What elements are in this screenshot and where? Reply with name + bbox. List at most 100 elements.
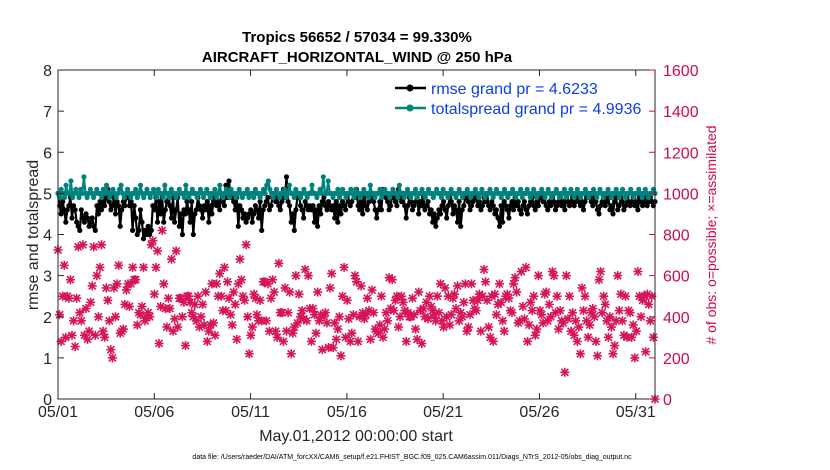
totalspread-point xyxy=(189,186,195,192)
totalspread-point xyxy=(194,194,200,201)
obs-assimilated-point xyxy=(510,273,520,283)
obs-assimilated-point xyxy=(131,275,141,285)
x-tick-label: 05/26 xyxy=(519,404,559,421)
obs-assimilated-point xyxy=(383,316,393,326)
rmse-point xyxy=(315,223,321,229)
rmse-point xyxy=(176,223,182,229)
rmse-point xyxy=(386,207,392,213)
totalspread-point xyxy=(349,190,356,196)
rmse-point xyxy=(619,199,626,205)
obs-assimilated-point xyxy=(563,314,573,324)
totalspread-point xyxy=(286,182,292,188)
obs-assimilated-point xyxy=(401,336,411,346)
obs-assimilated-point xyxy=(552,291,562,301)
y-axis-label-right: # of obs: o=possible; ×=assimilated xyxy=(703,125,719,344)
obs-assimilated-point xyxy=(555,306,565,316)
rmse-point xyxy=(220,199,226,205)
obs-assimilated-point xyxy=(100,332,110,342)
rmse-point xyxy=(168,215,175,221)
obs-assimilated-point xyxy=(215,269,225,279)
obs-assimilated-point xyxy=(467,279,477,289)
rmse-point xyxy=(551,199,557,205)
rmse-point xyxy=(283,174,290,180)
obs-assimilated-point xyxy=(107,353,117,363)
rmse-point xyxy=(496,223,503,229)
rmse-point xyxy=(277,207,283,213)
rmse-point xyxy=(77,227,83,233)
totalspread-point xyxy=(214,194,220,201)
totalspread-point xyxy=(534,194,540,201)
obs-assimilated-point xyxy=(572,336,582,346)
rmse-point xyxy=(510,207,517,213)
rmse-point xyxy=(147,231,153,238)
rmse-point xyxy=(364,207,370,213)
x-tick-label: 05/11 xyxy=(231,404,270,421)
y-tick-label-left: 4 xyxy=(43,228,52,245)
obs-assimilated-point xyxy=(157,225,167,235)
rmse-point xyxy=(248,207,254,213)
rmse-point xyxy=(514,203,520,209)
y-tick-label-left: 6 xyxy=(43,145,52,162)
rmse-point xyxy=(566,203,573,209)
totalspread-point xyxy=(395,194,401,201)
rmse-point xyxy=(629,199,635,205)
rmse-point xyxy=(288,219,294,225)
y-tick-label-right: 1000 xyxy=(663,186,699,203)
rmse-point xyxy=(75,223,81,229)
rmse-point xyxy=(161,219,167,225)
rmse-point xyxy=(366,199,372,205)
obs-assimilated-point xyxy=(568,308,578,318)
obs-assimilated-point xyxy=(236,275,246,285)
obs-assimilated-point xyxy=(226,310,236,320)
totalspread-point xyxy=(468,194,474,201)
obs-assimilated-point xyxy=(291,271,301,281)
rmse-point xyxy=(330,203,336,209)
rmse-point xyxy=(433,223,439,229)
obs-assimilated-point xyxy=(90,330,100,340)
obs-assimilated-point xyxy=(564,291,574,301)
rmse-point xyxy=(189,199,195,205)
obs-assimilated-point xyxy=(387,275,397,285)
rmse-point xyxy=(378,207,384,213)
rmse-point xyxy=(468,203,475,209)
rmse-point xyxy=(74,219,80,225)
obs-assimilated-point xyxy=(614,306,624,316)
rmse-point xyxy=(181,207,187,213)
totalspread-point xyxy=(453,194,459,201)
rmse-point xyxy=(482,199,489,205)
obs-assimilated-point xyxy=(369,308,379,318)
rmse-point xyxy=(259,227,265,233)
totalspread-point xyxy=(600,194,606,201)
rmse-point xyxy=(456,199,462,205)
obs-assimilated-point xyxy=(302,316,312,326)
rmse-point xyxy=(610,211,616,217)
rmse-point xyxy=(594,207,601,213)
rmse-point xyxy=(117,223,123,229)
legend-rmse-label: rmse grand pr = 4.6233 xyxy=(431,81,598,98)
rmse-point xyxy=(534,199,540,205)
obs-assimilated-point xyxy=(255,295,265,305)
obs-assimilated-point xyxy=(367,285,377,295)
totalspread-point xyxy=(545,186,551,192)
rmse-point xyxy=(313,207,319,213)
totalspread-point xyxy=(357,194,364,201)
obs-assimilated-point xyxy=(76,316,86,326)
rmse-point xyxy=(332,215,338,221)
obs-assimilated-point xyxy=(575,349,585,359)
obs-assimilated-point xyxy=(139,262,149,272)
totalspread-point xyxy=(524,186,530,192)
obs-assimilated-point xyxy=(283,308,293,318)
obs-assimilated-point xyxy=(198,299,208,309)
obs-assimilated-point xyxy=(488,336,498,346)
obs-assimilated-point xyxy=(322,318,332,328)
totalspread-point xyxy=(113,194,119,201)
rmse-point xyxy=(465,199,471,205)
obs-assimilated-point xyxy=(518,301,528,311)
totalspread-point xyxy=(382,186,388,192)
totalspread-point xyxy=(568,186,574,192)
totalspread-point xyxy=(116,186,123,192)
x-tick-label: 05/31 xyxy=(616,404,656,421)
totalspread-point xyxy=(134,194,140,201)
rmse-point xyxy=(302,199,308,205)
rmse-point xyxy=(371,199,377,205)
